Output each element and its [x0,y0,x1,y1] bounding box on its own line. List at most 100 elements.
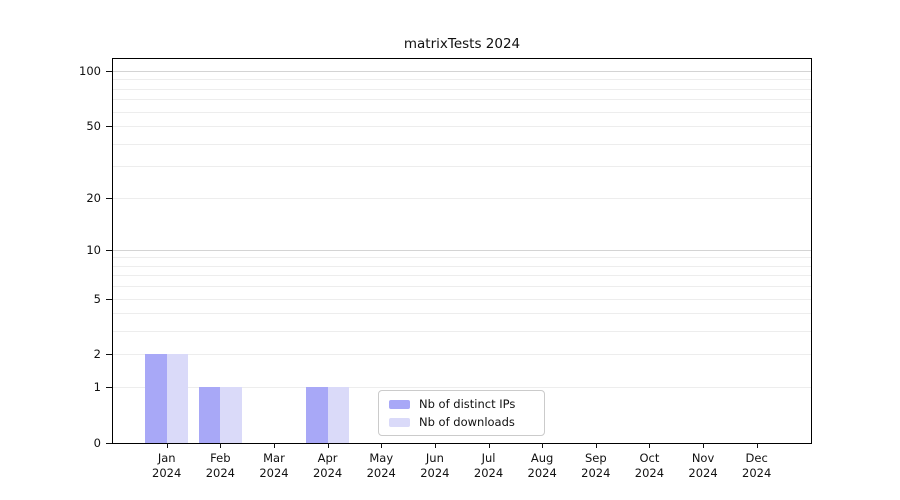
x-tick-mark [595,443,597,448]
y-tick-mark [106,249,112,251]
gridline [113,354,811,356]
x-tick-label: Oct 2024 [617,451,681,481]
gridline [113,331,811,333]
gridline [113,79,811,81]
bar [306,387,328,443]
x-tick-month: Oct [639,451,660,465]
x-tick-year: 2024 [581,466,611,480]
legend-label: Nb of distinct IPs [419,397,516,411]
bar [198,387,221,443]
x-tick-label: Feb 2024 [188,451,252,481]
bar [220,387,242,443]
y-tick-label: 10 [86,242,101,257]
y-tick-label: 50 [86,118,101,133]
x-tick-month: Jun [425,451,444,465]
x-tick-label: May 2024 [349,451,413,481]
plot-area: Nb of distinct IPs Nb of downloads [112,58,812,444]
gridline [113,265,811,267]
y-tick-mark [106,354,112,356]
x-tick-label: Dec 2024 [725,451,789,481]
bar [327,387,350,443]
x-tick-mark [542,443,544,448]
legend-item: Nb of downloads [389,415,544,429]
x-tick-month: Dec [745,451,768,465]
legend-label: Nb of downloads [419,415,515,429]
x-tick-mark [166,443,168,448]
x-tick-year: 2024 [473,466,504,480]
legend-swatch-distinct-ips [389,399,410,409]
bar [145,354,167,443]
gridline [113,387,811,389]
x-tick-mark [756,443,758,448]
x-tick-month: Nov [691,451,715,465]
y-tick-label: 0 [93,436,101,450]
x-tick-year: 2024 [152,466,182,480]
gridline [113,125,811,127]
x-tick-year: 2024 [312,466,343,480]
x-tick-year: 2024 [366,466,396,480]
gridline [113,166,811,168]
x-tick-label: Jan 2024 [135,451,199,481]
x-tick-mark [434,443,436,448]
legend-item: Nb of distinct IPs [389,397,544,411]
gridline [113,99,811,101]
x-tick-year: 2024 [742,466,772,480]
x-tick-month: Mar [263,451,285,465]
x-tick-year: 2024 [688,466,718,480]
x-tick-mark [488,443,490,448]
gridline [113,70,811,72]
x-tick-month: Feb [210,451,231,465]
x-tick-month: May [369,451,394,465]
x-axis: Jan 2024 Feb 2024 Mar 2024 Apr 2024 May 2024 Jun 20… [113,443,811,495]
x-tick-label: Apr 2024 [296,451,360,481]
x-tick-year: 2024 [634,466,665,480]
x-tick-month: Apr [317,451,338,465]
x-tick-mark [327,443,329,448]
gridline [113,313,811,315]
x-tick-label: Nov 2024 [671,451,735,481]
x-tick-label: Aug 2024 [510,451,574,481]
x-tick-mark [703,443,705,448]
x-tick-mark [381,443,383,448]
x-tick-month: Jul [481,451,496,465]
gridline [113,298,811,300]
y-tick-label: 1 [93,380,101,395]
y-tick-label: 100 [79,63,101,78]
chart-title: matrixTests 2024 [403,36,521,52]
gridline [113,197,811,199]
y-tick-mark [106,443,112,444]
y-tick-mark [106,298,112,300]
x-tick-label: Sep 2024 [564,451,628,481]
x-tick-month: Sep [584,451,607,465]
x-tick-year: 2024 [420,466,450,480]
x-tick-year: 2024 [205,466,235,480]
x-tick-mark [649,443,651,448]
y-tick-mark [106,197,112,199]
y-tick-label: 2 [93,347,101,362]
gridline [113,286,811,288]
y-tick-label: 20 [86,190,101,205]
x-tick-month: Aug [530,451,554,465]
y-tick-mark [106,70,112,72]
gridline [113,275,811,277]
gridline [113,88,811,90]
bar [166,354,189,443]
legend-swatch-downloads [389,417,410,427]
legend: Nb of distinct IPs Nb of downloads [378,390,545,436]
x-tick-label: Jun 2024 [403,451,467,481]
y-tick-mark [106,387,112,389]
x-tick-year: 2024 [527,466,557,480]
x-tick-mark [220,443,222,448]
gridline [113,257,811,259]
gridline [113,249,811,251]
y-tick-mark [106,125,112,127]
x-tick-month: Jan [157,451,176,465]
gridline [113,143,811,145]
y-axis: 100 50 20 10 5 2 1 0 [0,59,112,450]
x-tick-mark [273,443,275,448]
y-tick-label: 5 [93,291,101,306]
x-tick-label: Mar 2024 [242,451,306,481]
gridline [113,111,811,113]
x-tick-year: 2024 [259,466,289,480]
